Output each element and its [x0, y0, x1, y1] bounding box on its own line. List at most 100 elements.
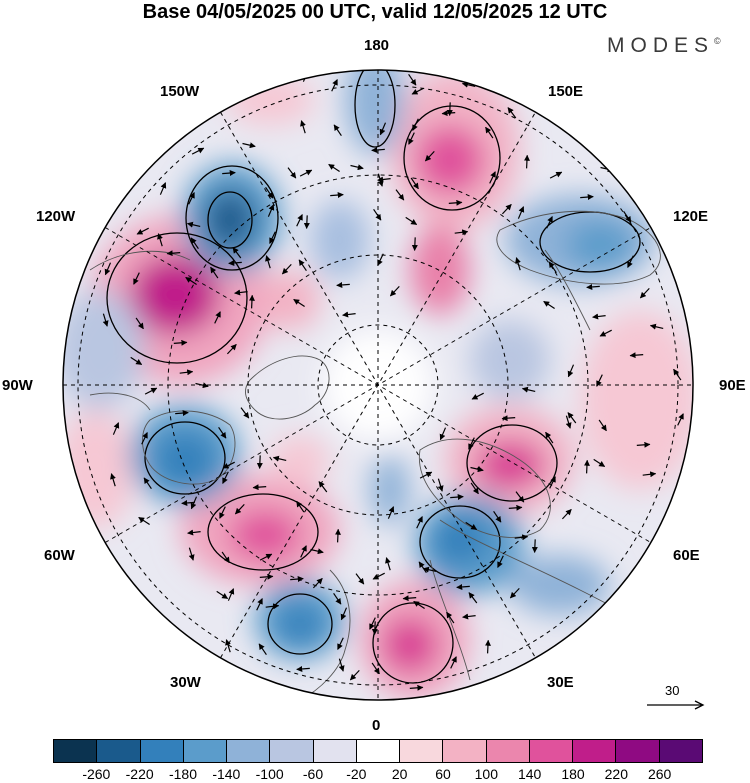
wind-arrow — [365, 60, 378, 61]
wind-arrow — [340, 607, 348, 621]
wind-arrow — [240, 407, 250, 419]
wind-arrow — [408, 73, 417, 86]
wind-arrow — [334, 528, 341, 543]
colorbar-segment — [226, 740, 270, 762]
wind-arrow — [226, 343, 237, 355]
lon-label-150w: 150W — [160, 83, 200, 100]
wind-arrow — [299, 169, 313, 177]
wind-arrow — [265, 186, 274, 199]
wind-arrow — [141, 432, 148, 445]
lon-label-120e: 120E — [673, 208, 709, 225]
wind-arrow — [112, 422, 120, 435]
wind-arrow — [157, 233, 163, 247]
wind-arrow — [517, 206, 525, 219]
wind-arrow — [228, 259, 242, 266]
wind-arrow — [303, 215, 310, 229]
wind-arrow — [689, 445, 693, 457]
wind-arrow — [259, 573, 274, 580]
colorbar-tick-label: 60 — [435, 766, 451, 782]
wind-arrow — [258, 643, 267, 656]
anomaly-field — [63, 35, 716, 700]
colorbar-segment — [139, 740, 183, 762]
colorbar-tick-label: 140 — [517, 766, 542, 782]
wind-arrow — [214, 311, 221, 324]
wind-arrow — [507, 107, 517, 119]
wind-arrow — [715, 397, 716, 410]
wind-arrow — [337, 637, 344, 650]
colorbar-segment — [269, 740, 313, 762]
wind-arrow — [187, 529, 201, 536]
wind-arrow — [130, 356, 143, 366]
lon-label-90w: 90W — [2, 377, 33, 394]
lon-label-0: 0 — [372, 717, 381, 734]
wind-arrow — [623, 210, 632, 223]
wind-arrow — [470, 466, 484, 473]
wind-arrow — [645, 191, 655, 203]
colorbar-segment — [312, 740, 356, 762]
wind-arrow — [468, 592, 478, 604]
colorbar-tick-label: -260 — [82, 766, 111, 782]
colorbar-segment — [182, 740, 227, 762]
wind-arrow — [373, 208, 382, 221]
wind-arrow — [225, 639, 231, 653]
wind-arrow — [377, 253, 384, 266]
wind-arrow — [543, 300, 555, 310]
wind-arrow — [335, 35, 347, 41]
colorbar-tick-label: -180 — [168, 766, 198, 782]
wind-arrow — [210, 266, 219, 279]
wind-arrow — [515, 257, 521, 271]
wind-arrow — [195, 382, 209, 389]
wind-arrow — [216, 590, 229, 600]
wind-arrow — [599, 329, 612, 337]
wind-arrow — [338, 658, 345, 672]
wind-arrow — [234, 289, 248, 296]
brand-mark: © — [714, 36, 721, 46]
wind-arrow — [545, 431, 554, 444]
polar-map — [62, 35, 716, 701]
wind-arrow — [462, 613, 476, 620]
colorbar-tick-label: 180 — [561, 766, 585, 782]
wind-arrow — [242, 142, 256, 149]
wind-arrow — [497, 555, 504, 568]
wind-arrow — [234, 503, 245, 515]
wind-arrow — [269, 231, 276, 244]
wind-arrow — [256, 598, 263, 611]
wind-arrow — [318, 481, 328, 493]
wind-arrow — [222, 461, 235, 469]
wind-arrow — [379, 122, 387, 136]
vector-scale: 30 — [645, 683, 705, 713]
wind-arrow — [267, 204, 275, 217]
colorbar-ticks: -260 -220 -180 -140 -100 -60 -20 20 60 100 140 180 2… — [0, 766, 750, 783]
wind-arrow — [629, 352, 644, 359]
wind-arrow — [508, 504, 523, 511]
wind-arrow — [104, 262, 112, 276]
wind-arrow — [639, 287, 650, 299]
wind-arrow — [402, 595, 417, 602]
wind-arrow — [493, 510, 502, 523]
wind-arrow — [636, 441, 651, 448]
wind-arrow — [272, 455, 287, 462]
wind-arrow — [371, 621, 378, 635]
colorbar-tick-label: -60 — [302, 766, 324, 782]
wind-arrow — [409, 684, 424, 691]
wind-arrow — [389, 285, 400, 297]
wind-arrow — [369, 617, 376, 630]
wind-arrow — [281, 263, 292, 275]
vector-scale-arrow — [647, 700, 705, 710]
wind-arrow — [371, 146, 385, 153]
wind-arrow — [408, 132, 415, 145]
wind-arrow — [411, 87, 424, 95]
vector-scale-value: 30 — [665, 683, 680, 698]
wind-arrow — [185, 276, 197, 286]
wind-arrow — [143, 477, 152, 490]
wind-arrow — [387, 506, 395, 519]
wind-arrow — [549, 171, 563, 179]
wind-arrow — [592, 313, 606, 320]
wind-arrow — [135, 317, 144, 330]
wind-arrow — [410, 177, 419, 190]
wind-arrow — [144, 387, 158, 395]
wind-arrow — [190, 237, 199, 250]
wind-arrow — [501, 415, 516, 422]
brand-text: MODES — [607, 34, 715, 57]
wind-arrow — [593, 458, 606, 468]
